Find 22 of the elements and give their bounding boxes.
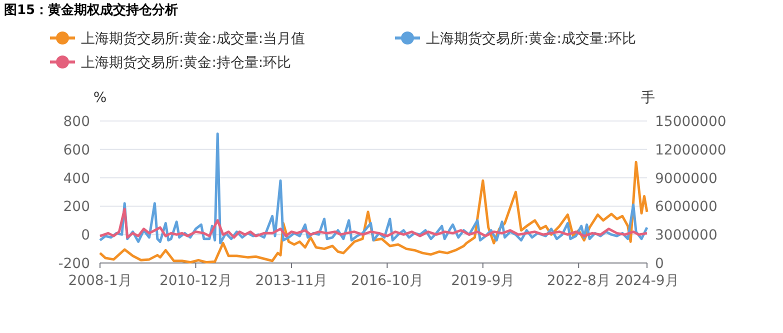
y2-tick-label: 12000000 — [655, 142, 726, 158]
y-tick-label: 600 — [63, 142, 90, 158]
x-tick-label: 2019-9月 — [451, 273, 515, 289]
y2-tick-label: 3000000 — [655, 228, 718, 244]
x-tick-label: 2008-1月 — [68, 273, 132, 289]
x-tick-label: 2010-12月 — [159, 273, 232, 289]
chart-title: 图15：黄金期权成交持仓分析 — [4, 2, 178, 18]
y2-tick-label: 15000000 — [655, 114, 726, 130]
y-tick-label: 800 — [63, 114, 90, 130]
x-tick-label: 2024-9月 — [615, 273, 679, 289]
y2-axis-title: 手 — [641, 90, 655, 106]
y2-tick-label: 0 — [655, 256, 664, 272]
y2-tick-label: 6000000 — [655, 199, 718, 216]
x-tick-label: 2013-11月 — [255, 273, 328, 289]
x-tick-label: 2022-8月 — [546, 273, 610, 289]
y2-tick-label: 9000000 — [655, 170, 718, 187]
y-axis-title: % — [93, 90, 107, 106]
x-tick-label: 2016-10月 — [350, 273, 424, 289]
y-tick-label: 400 — [63, 170, 90, 187]
y-tick-label: 0 — [81, 228, 90, 244]
y-tick-label: 200 — [63, 199, 90, 216]
y-tick-label: -200 — [58, 256, 90, 272]
